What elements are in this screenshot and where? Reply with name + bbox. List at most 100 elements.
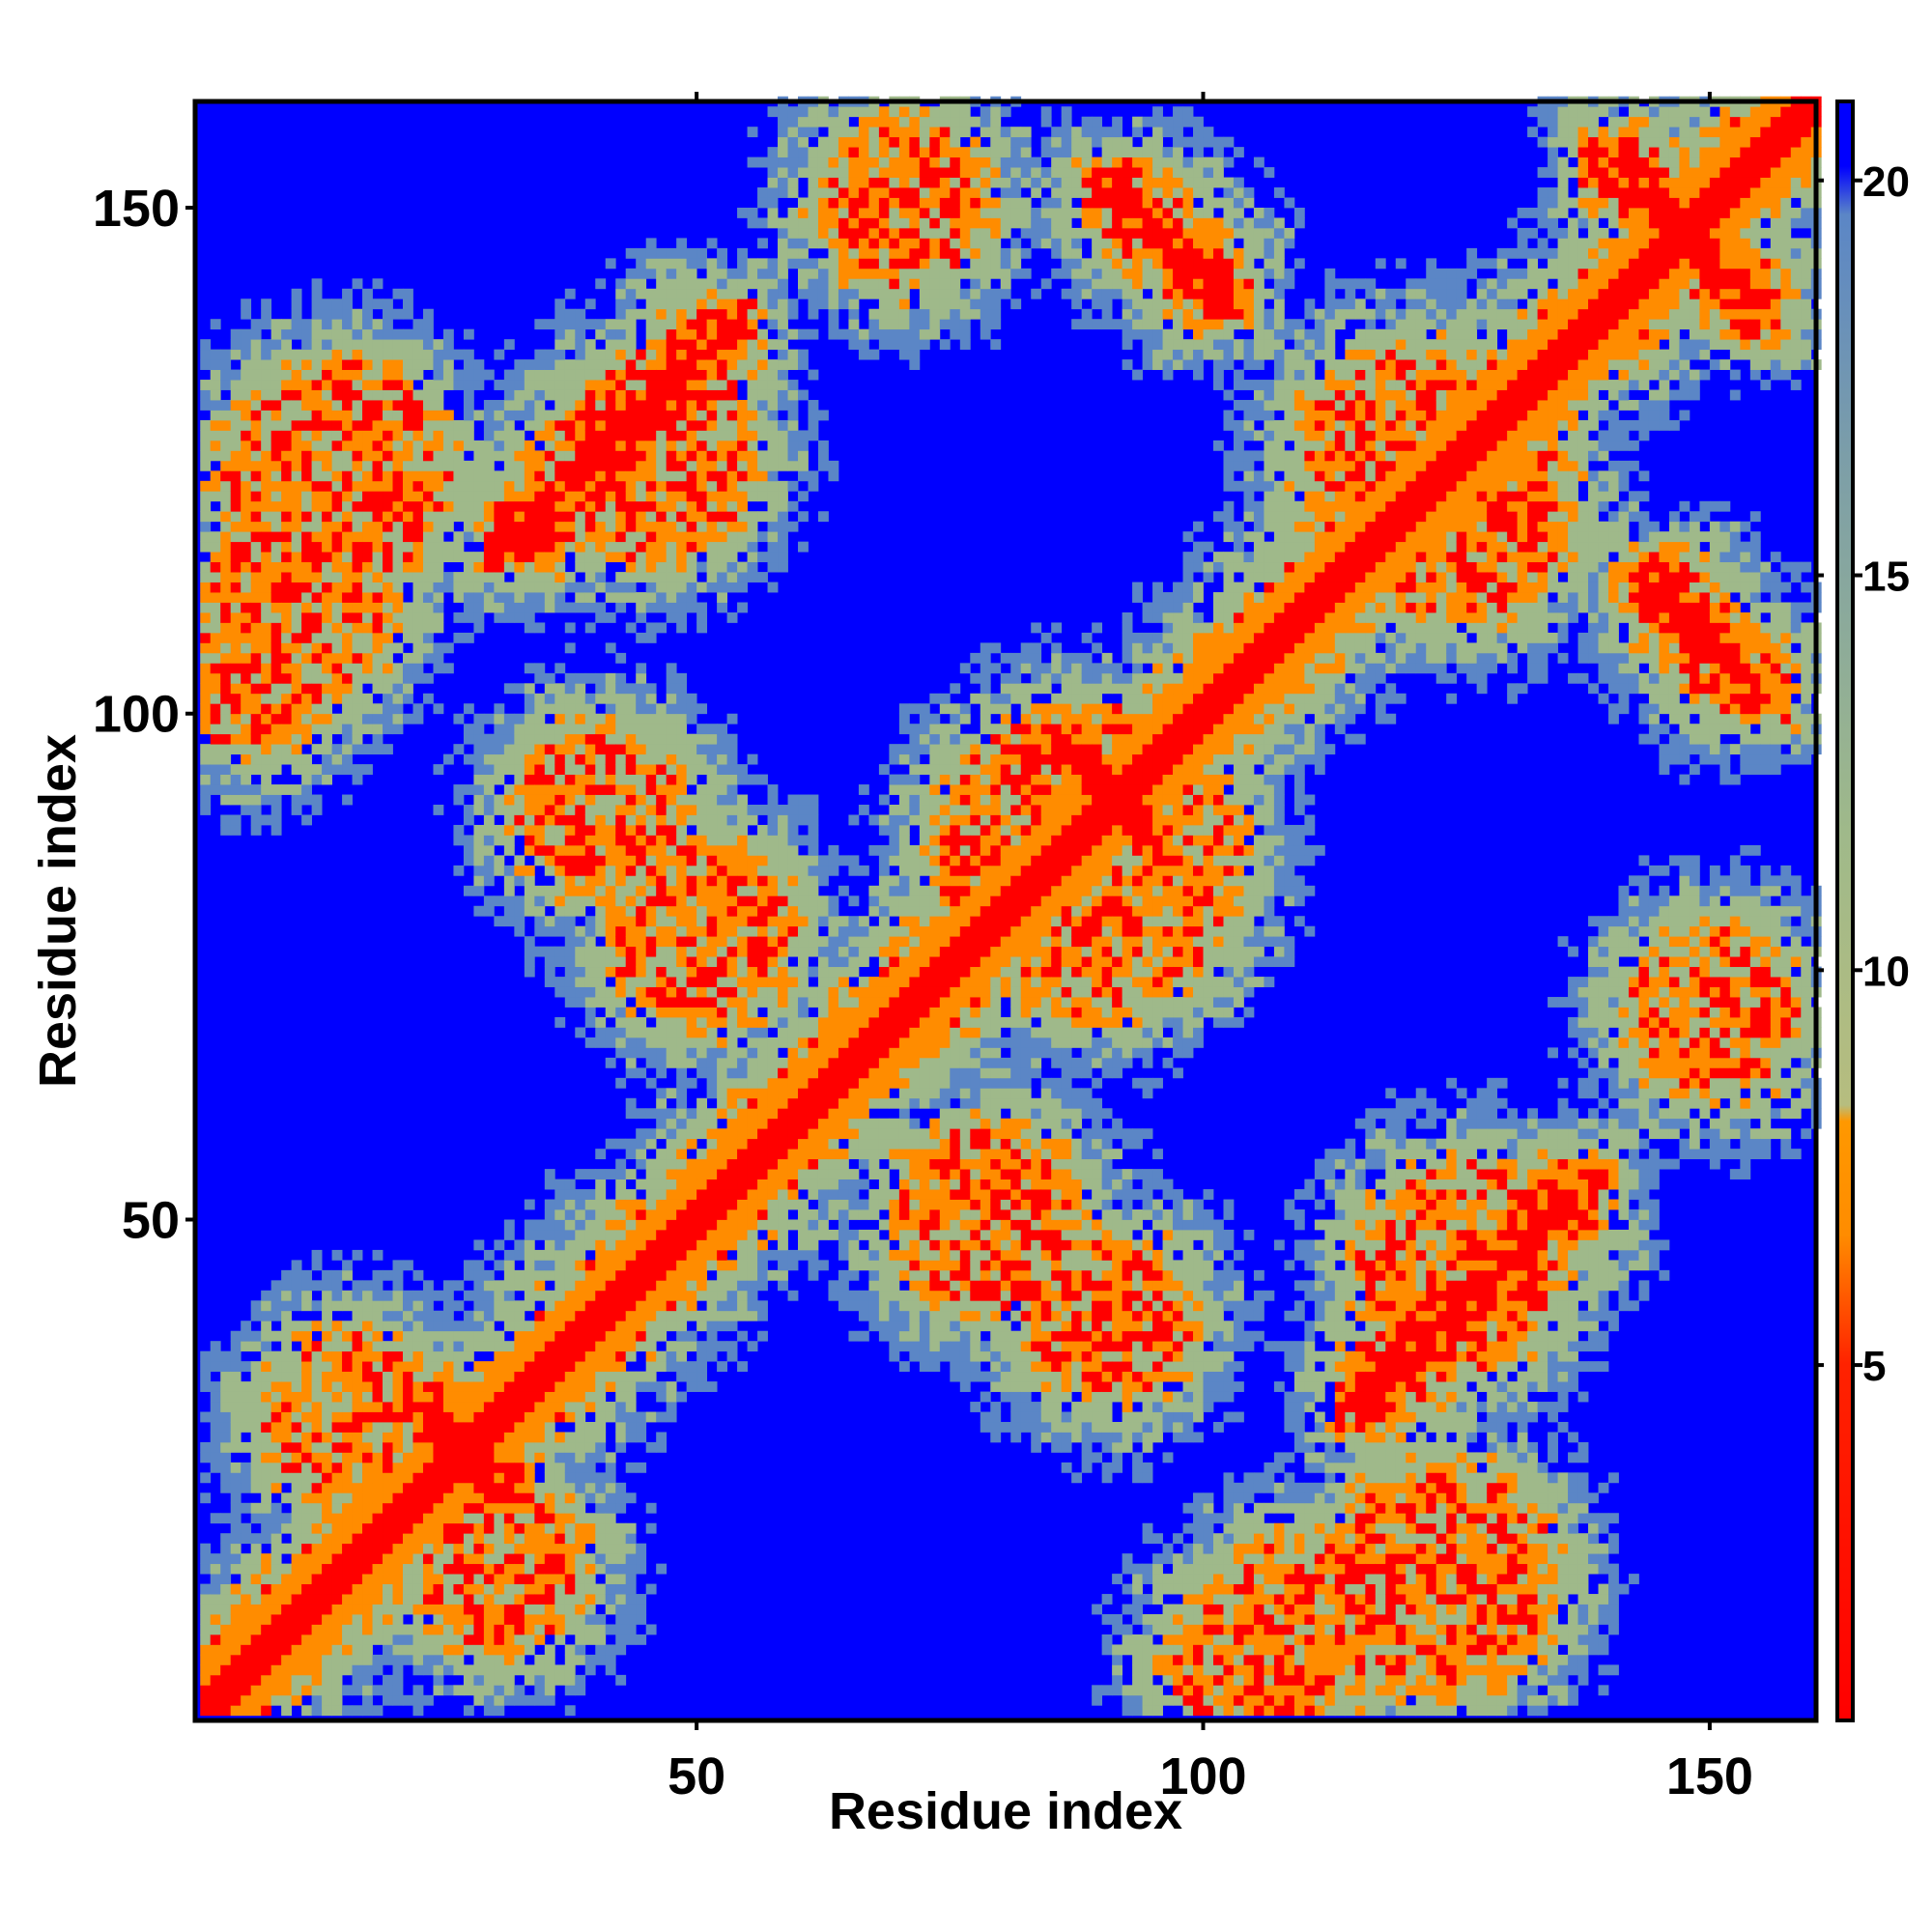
heatmap-cell bbox=[706, 1047, 718, 1059]
heatmap-cell bbox=[605, 1513, 616, 1524]
heatmap-cell bbox=[524, 936, 535, 948]
heatmap-cell bbox=[200, 652, 212, 664]
heatmap-cell bbox=[311, 511, 323, 523]
heatmap-cell bbox=[737, 1108, 748, 1120]
heatmap-cell bbox=[544, 1694, 555, 1706]
heatmap-cell bbox=[433, 460, 444, 471]
heatmap-cell bbox=[250, 652, 262, 664]
heatmap-cell bbox=[241, 1604, 252, 1615]
heatmap-cell bbox=[322, 1330, 332, 1342]
heatmap-cell bbox=[686, 977, 697, 987]
heatmap-cell bbox=[412, 1614, 424, 1625]
heatmap-cell bbox=[595, 480, 607, 492]
heatmap-cell bbox=[575, 1574, 586, 1584]
heatmap-cell bbox=[625, 1583, 637, 1595]
heatmap-cell bbox=[331, 1321, 343, 1332]
heatmap-cell bbox=[331, 450, 343, 462]
heatmap-cell bbox=[726, 905, 738, 917]
heatmap-cell bbox=[261, 319, 272, 330]
heatmap-cell bbox=[564, 1705, 576, 1717]
heatmap-cell bbox=[352, 1411, 363, 1423]
heatmap-cell bbox=[383, 642, 393, 654]
heatmap-cell bbox=[717, 1158, 727, 1170]
heatmap-cell bbox=[645, 1077, 657, 1089]
heatmap-cell bbox=[605, 1361, 616, 1373]
heatmap-cell bbox=[706, 1310, 718, 1321]
heatmap-cell bbox=[575, 511, 586, 523]
heatmap-cell bbox=[696, 541, 708, 553]
heatmap-cell bbox=[331, 1300, 343, 1312]
heatmap-cell bbox=[656, 814, 668, 826]
heatmap-cell bbox=[301, 369, 313, 381]
heatmap-cell bbox=[402, 1321, 413, 1332]
heatmap-cell bbox=[503, 1381, 515, 1392]
heatmap-cell bbox=[696, 764, 708, 775]
heatmap-cell bbox=[453, 1492, 465, 1504]
heatmap-cell bbox=[636, 895, 647, 907]
heatmap-cell bbox=[261, 349, 272, 360]
heatmap-cell bbox=[686, 703, 697, 715]
heatmap-cell bbox=[241, 1705, 252, 1717]
heatmap-cell bbox=[575, 1594, 586, 1605]
heatmap-cell bbox=[726, 339, 738, 351]
heatmap-cell bbox=[737, 875, 748, 887]
heatmap-cell bbox=[554, 1522, 566, 1534]
heatmap-cell bbox=[503, 1310, 515, 1321]
heatmap-cell bbox=[270, 1513, 282, 1524]
heatmap-cell bbox=[291, 733, 302, 745]
heatmap-cell bbox=[270, 713, 282, 724]
heatmap-cell bbox=[412, 1583, 424, 1595]
heatmap-cell bbox=[544, 552, 555, 563]
heatmap-cell bbox=[737, 956, 748, 968]
heatmap-cell bbox=[342, 521, 353, 532]
heatmap-cell bbox=[372, 541, 384, 553]
heatmap-cell bbox=[706, 1350, 718, 1362]
heatmap-cell bbox=[584, 966, 596, 978]
heatmap-cell bbox=[706, 925, 718, 937]
heatmap-cell bbox=[383, 683, 393, 695]
heatmap-cell bbox=[636, 794, 647, 806]
heatmap-cell bbox=[433, 1441, 444, 1453]
heatmap-cell bbox=[726, 328, 738, 340]
heatmap-cell bbox=[524, 582, 535, 593]
heatmap-cell bbox=[645, 389, 657, 401]
heatmap-cell bbox=[291, 1553, 302, 1565]
heatmap-cell bbox=[544, 1604, 555, 1615]
heatmap-cell bbox=[696, 298, 708, 310]
heatmap-cell bbox=[615, 875, 627, 887]
heatmap-cell bbox=[383, 1574, 393, 1584]
heatmap-cell bbox=[281, 1543, 293, 1554]
heatmap-cell bbox=[230, 814, 242, 826]
heatmap-cell bbox=[564, 905, 576, 917]
heatmap-cell bbox=[503, 440, 515, 451]
heatmap-cell bbox=[453, 1594, 465, 1605]
heatmap-cell bbox=[544, 1249, 555, 1261]
heatmap-cell bbox=[473, 733, 485, 745]
heatmap-cell bbox=[656, 258, 668, 270]
heatmap-cell bbox=[322, 531, 332, 543]
heatmap-cell bbox=[645, 419, 657, 431]
heatmap-cell bbox=[331, 652, 343, 664]
heatmap-cell bbox=[686, 997, 697, 1008]
heatmap-cell bbox=[514, 1634, 526, 1645]
heatmap-cell bbox=[544, 885, 555, 896]
heatmap-cell bbox=[645, 349, 657, 360]
heatmap-cell bbox=[383, 500, 393, 512]
heatmap-cell bbox=[241, 733, 252, 745]
heatmap-cell bbox=[584, 885, 596, 896]
heatmap-cell bbox=[737, 1016, 748, 1028]
heatmap-cell bbox=[717, 440, 727, 451]
heatmap-cell bbox=[625, 925, 637, 937]
heatmap-cell bbox=[726, 805, 738, 815]
heatmap-cell bbox=[575, 835, 586, 846]
heatmap-cell bbox=[453, 592, 465, 603]
heatmap-cell bbox=[706, 1381, 718, 1392]
heatmap-cell bbox=[656, 997, 668, 1008]
heatmap-cell bbox=[483, 1553, 495, 1565]
heatmap-cell bbox=[656, 278, 668, 290]
heatmap-cell bbox=[575, 1219, 586, 1231]
heatmap-cell bbox=[726, 268, 738, 279]
heatmap-cell bbox=[615, 1614, 627, 1625]
heatmap-cell bbox=[605, 430, 616, 441]
heatmap-cell bbox=[241, 1381, 252, 1392]
